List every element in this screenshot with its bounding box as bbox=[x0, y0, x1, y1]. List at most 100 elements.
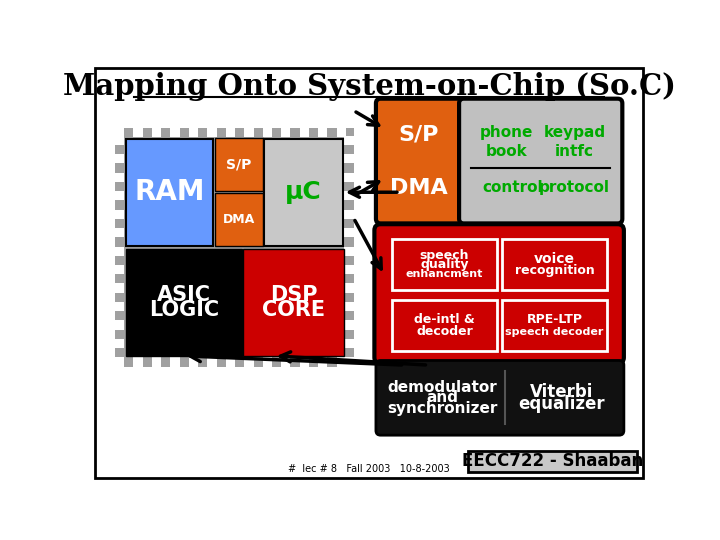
Bar bbox=[115, 128, 124, 137]
Bar bbox=[115, 145, 124, 154]
Bar bbox=[300, 357, 309, 367]
Bar bbox=[318, 128, 328, 137]
Bar bbox=[115, 219, 124, 228]
Bar bbox=[344, 274, 354, 284]
Bar bbox=[115, 284, 124, 293]
Bar bbox=[115, 164, 124, 173]
Bar bbox=[115, 357, 124, 367]
Bar bbox=[133, 128, 143, 137]
Bar bbox=[115, 237, 124, 247]
Bar bbox=[226, 357, 235, 367]
Text: keypad: keypad bbox=[544, 125, 606, 140]
Bar bbox=[290, 357, 300, 367]
Bar bbox=[171, 357, 179, 367]
Bar bbox=[344, 357, 354, 367]
FancyBboxPatch shape bbox=[459, 99, 622, 224]
Text: speech decoder: speech decoder bbox=[505, 327, 604, 336]
Bar bbox=[235, 357, 244, 367]
Text: speech: speech bbox=[420, 249, 469, 262]
Bar bbox=[344, 247, 354, 256]
Bar bbox=[115, 357, 124, 367]
Bar bbox=[318, 357, 328, 367]
Text: quality: quality bbox=[420, 258, 469, 271]
Bar bbox=[282, 128, 290, 137]
Bar bbox=[115, 173, 124, 182]
Bar bbox=[244, 128, 253, 137]
Bar bbox=[344, 293, 354, 302]
Bar bbox=[344, 330, 354, 339]
Text: Viterbi: Viterbi bbox=[530, 383, 594, 401]
Text: phone: phone bbox=[480, 125, 534, 140]
Bar bbox=[344, 228, 354, 237]
Bar bbox=[161, 357, 171, 367]
Bar bbox=[115, 247, 124, 256]
Text: DMA: DMA bbox=[222, 213, 255, 226]
Bar bbox=[344, 145, 354, 154]
Bar bbox=[272, 128, 282, 137]
Text: ASIC: ASIC bbox=[157, 285, 211, 305]
Bar bbox=[344, 320, 354, 330]
Bar bbox=[282, 357, 290, 367]
Bar bbox=[152, 128, 161, 137]
Bar bbox=[344, 191, 354, 200]
Bar bbox=[179, 357, 189, 367]
Text: EECC722 - Shaaban: EECC722 - Shaaban bbox=[462, 453, 643, 470]
Bar bbox=[133, 357, 143, 367]
Bar bbox=[309, 357, 318, 367]
Bar bbox=[207, 357, 217, 367]
Bar bbox=[189, 357, 198, 367]
Bar bbox=[328, 128, 337, 137]
Text: de-intl &: de-intl & bbox=[414, 313, 474, 326]
Bar bbox=[337, 128, 346, 137]
Bar bbox=[344, 154, 354, 164]
Bar bbox=[392, 300, 497, 351]
Text: µC: µC bbox=[285, 180, 322, 204]
FancyBboxPatch shape bbox=[374, 224, 624, 363]
Bar bbox=[115, 348, 124, 357]
Bar bbox=[344, 256, 354, 265]
Bar bbox=[161, 128, 171, 137]
Bar bbox=[344, 210, 354, 219]
Bar bbox=[115, 302, 124, 311]
Bar bbox=[215, 138, 263, 191]
Text: DMA: DMA bbox=[390, 178, 448, 198]
Bar bbox=[115, 136, 124, 145]
Bar bbox=[115, 274, 124, 284]
Bar bbox=[467, 450, 637, 472]
Bar bbox=[344, 136, 354, 145]
Bar bbox=[253, 357, 263, 367]
Text: book: book bbox=[486, 144, 528, 159]
Bar bbox=[344, 237, 354, 247]
Text: and: and bbox=[427, 390, 459, 406]
Bar bbox=[198, 357, 207, 367]
Bar bbox=[290, 128, 300, 137]
Bar bbox=[115, 293, 124, 302]
FancyBboxPatch shape bbox=[376, 99, 462, 224]
Bar bbox=[115, 210, 124, 219]
Bar bbox=[115, 339, 124, 348]
Bar bbox=[115, 182, 124, 191]
Text: S/P: S/P bbox=[226, 158, 251, 172]
Bar bbox=[344, 339, 354, 348]
Bar bbox=[126, 249, 242, 356]
Text: RAM: RAM bbox=[135, 178, 204, 206]
Bar bbox=[152, 357, 161, 367]
Bar bbox=[344, 219, 354, 228]
Bar bbox=[115, 330, 124, 339]
Bar bbox=[215, 193, 263, 246]
Bar bbox=[115, 256, 124, 265]
Bar bbox=[207, 128, 217, 137]
Bar bbox=[344, 311, 354, 320]
Bar bbox=[179, 128, 189, 137]
Text: equalizer: equalizer bbox=[518, 395, 606, 413]
Bar bbox=[264, 139, 343, 246]
Bar bbox=[115, 228, 124, 237]
Bar bbox=[344, 182, 354, 191]
Text: protocol: protocol bbox=[539, 180, 610, 195]
Bar bbox=[392, 239, 497, 291]
Bar bbox=[344, 173, 354, 182]
Bar bbox=[344, 348, 354, 357]
Bar bbox=[126, 139, 213, 246]
Text: CORE: CORE bbox=[262, 300, 325, 320]
Text: intfc: intfc bbox=[555, 144, 594, 159]
